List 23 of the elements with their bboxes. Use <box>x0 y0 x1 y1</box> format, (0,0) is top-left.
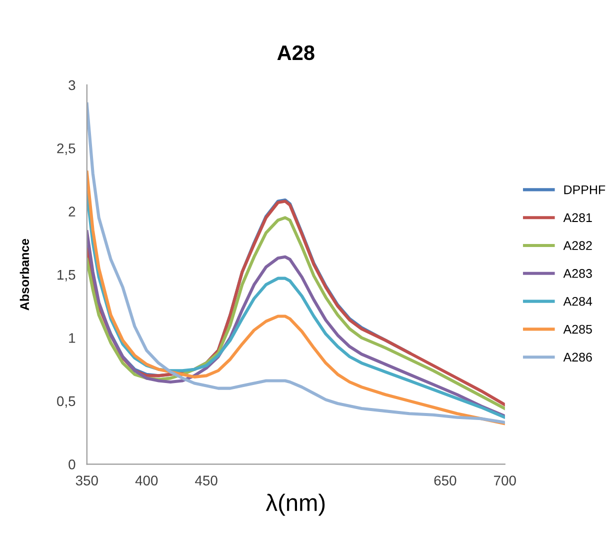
legend-label: A285 <box>563 324 592 334</box>
y-tick-label: 0 <box>68 459 76 470</box>
legend-label: A283 <box>563 269 592 278</box>
x-tick-label: 350 <box>76 476 98 486</box>
y-tick-label: 3 <box>68 80 76 90</box>
x-tick-label: 700 <box>494 476 516 486</box>
y-axis-title: Absorbance <box>20 238 30 310</box>
x-tick-label: 400 <box>135 476 158 486</box>
x-tick-label: 450 <box>195 476 218 486</box>
legend-label: A284 <box>563 296 592 306</box>
chart-title: A28 <box>277 45 314 60</box>
y-tick-label: 2 <box>68 206 76 216</box>
legend-label: A281 <box>563 213 592 222</box>
x-tick-label: 650 <box>434 476 456 486</box>
y-tick-label: 1 <box>69 333 76 343</box>
y-tick-label: 1,5 <box>58 270 76 282</box>
legend-label: DPPHF <box>564 185 606 194</box>
line-series <box>86 102 505 424</box>
y-tick-label: 2,5 <box>57 143 76 155</box>
legend-label: A282 <box>563 241 592 250</box>
x-axis-title: λ(nm) <box>266 494 325 516</box>
legend-label: A286 <box>563 352 592 362</box>
y-tick-label: 0,5 <box>57 396 76 408</box>
